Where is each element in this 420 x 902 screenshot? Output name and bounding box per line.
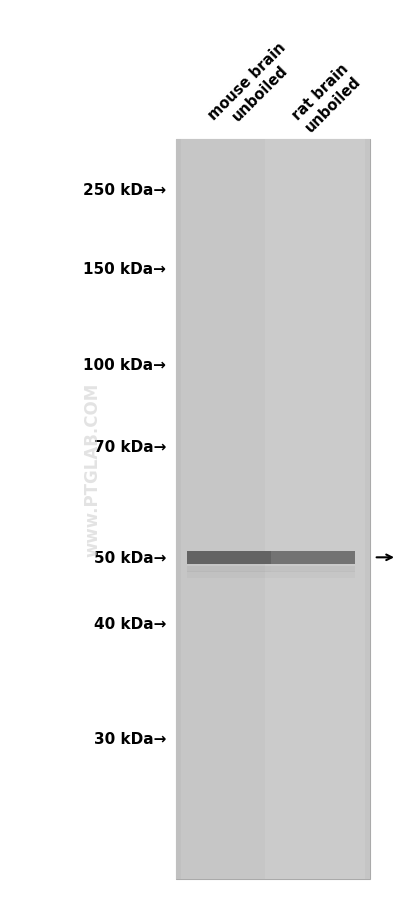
- Text: 30 kDa→: 30 kDa→: [94, 732, 166, 747]
- Bar: [176, 140, 370, 879]
- Text: rat brain
unboiled: rat brain unboiled: [290, 61, 364, 135]
- Text: 150 kDa→: 150 kDa→: [83, 262, 166, 277]
- Bar: [187, 571, 271, 578]
- Text: www.PTGLAB.COM: www.PTGLAB.COM: [84, 382, 101, 556]
- Text: 40 kDa→: 40 kDa→: [94, 617, 166, 631]
- Bar: [187, 566, 271, 573]
- Bar: [365, 140, 370, 879]
- Text: 70 kDa→: 70 kDa→: [94, 439, 166, 455]
- Text: 100 kDa→: 100 kDa→: [83, 358, 166, 373]
- Bar: [265, 140, 370, 879]
- Bar: [271, 571, 355, 578]
- Bar: [176, 140, 265, 879]
- Text: mouse brain
unboiled: mouse brain unboiled: [206, 40, 302, 135]
- Bar: [176, 140, 181, 879]
- Bar: [271, 566, 355, 573]
- Text: 50 kDa→: 50 kDa→: [94, 550, 166, 566]
- Bar: [271, 551, 355, 565]
- Text: 250 kDa→: 250 kDa→: [83, 182, 166, 198]
- Bar: [187, 551, 271, 565]
